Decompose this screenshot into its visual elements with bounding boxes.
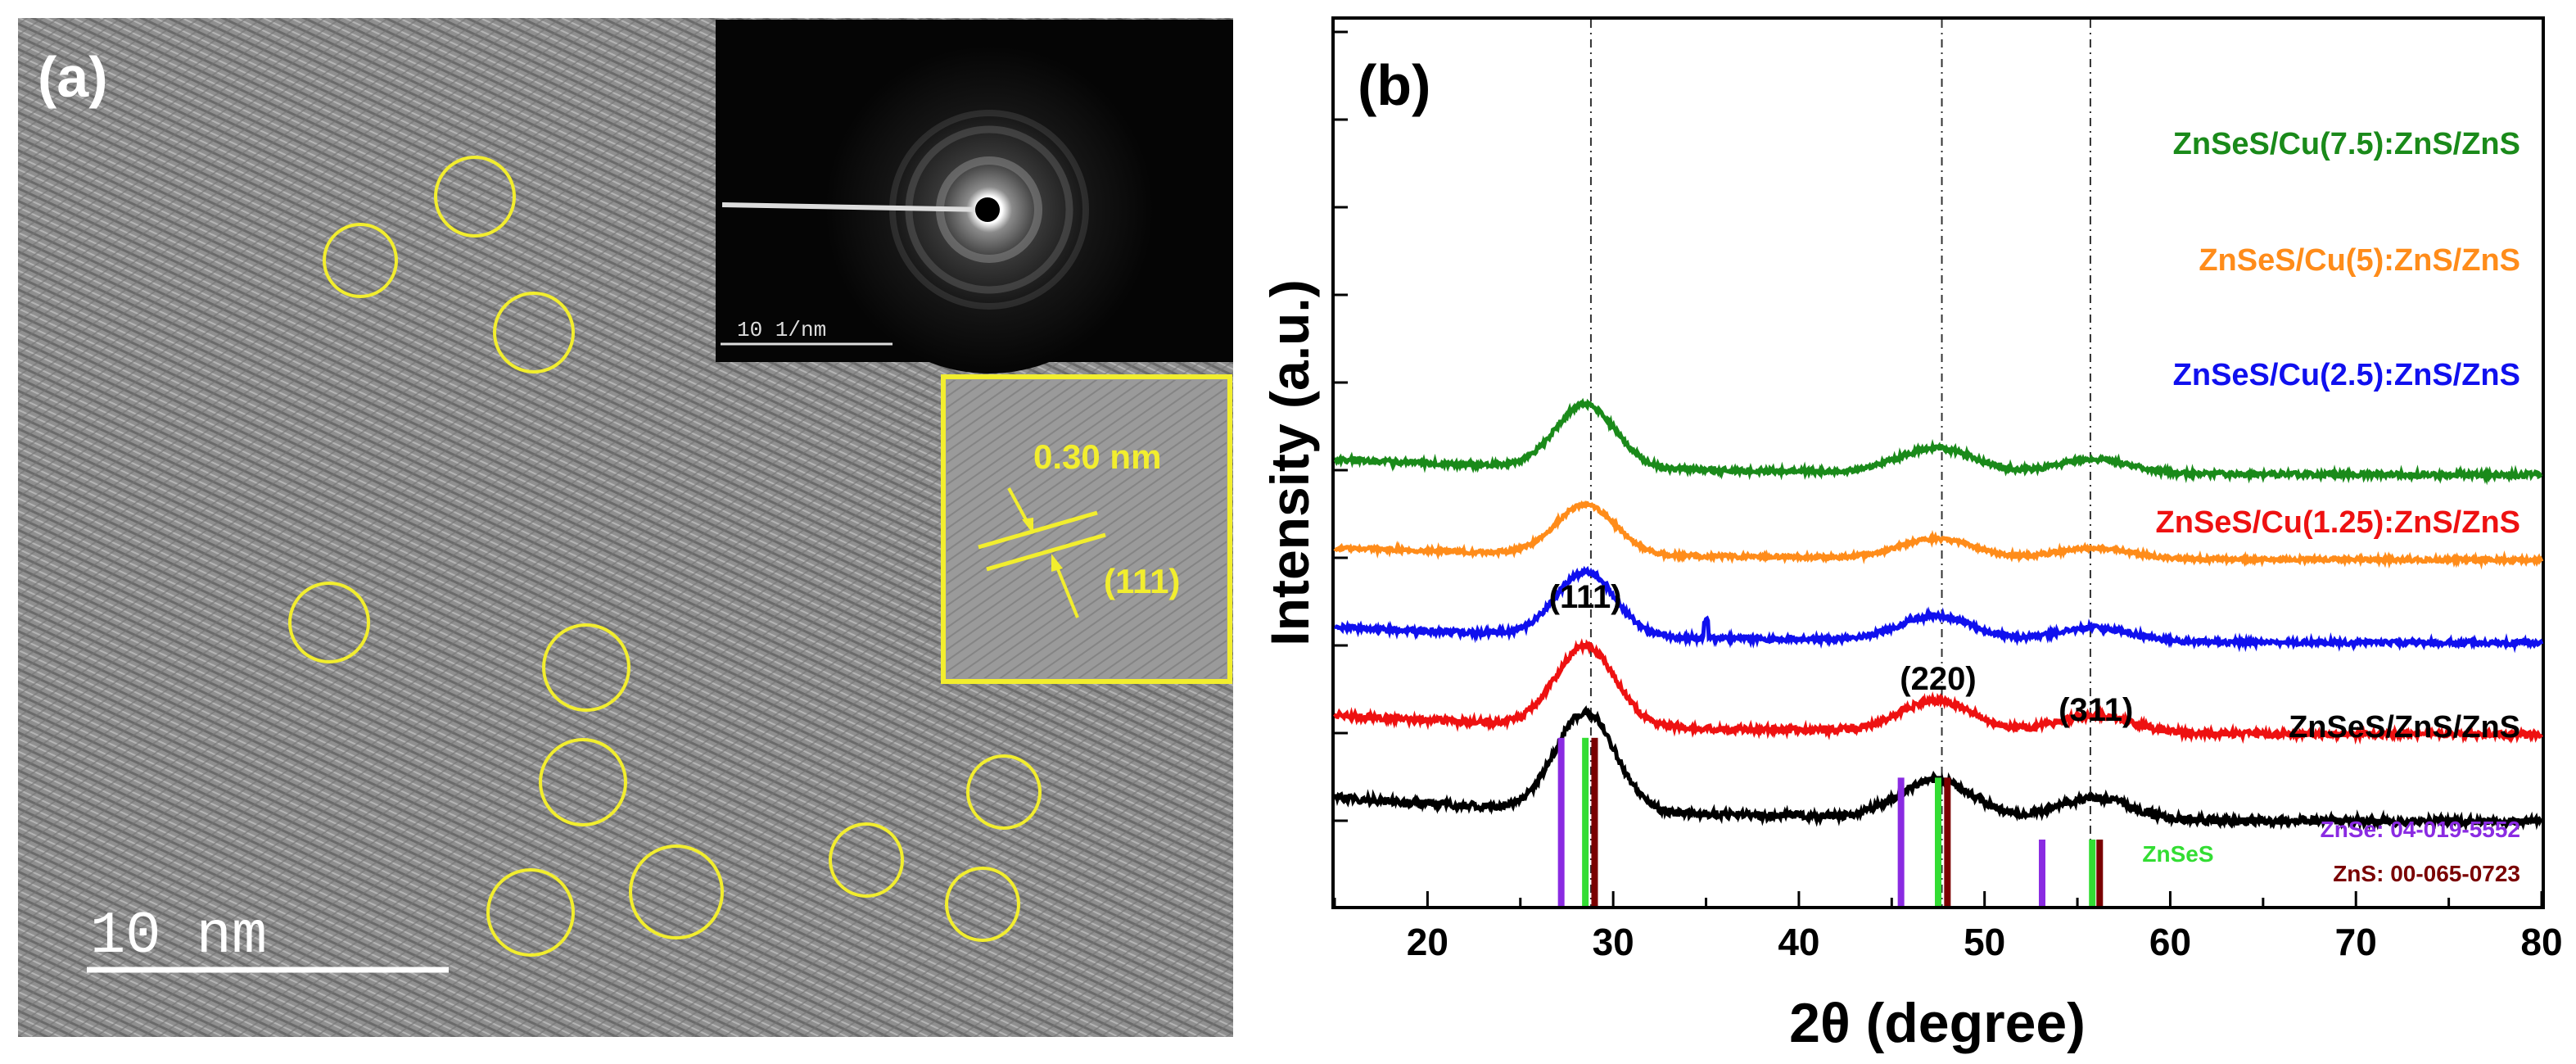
series-label: ZnSeS/Cu(1.25):ZnS/ZnS xyxy=(2156,505,2520,540)
beam-stop-dot xyxy=(975,197,1000,222)
reference-stick xyxy=(2038,840,2045,906)
nanocrystal-circle xyxy=(829,822,904,898)
nanocrystal-circle xyxy=(323,223,398,298)
peak-label: (220) xyxy=(1900,661,1976,697)
saed-scale-label: 10 1/nm xyxy=(737,318,826,342)
spacing-arrowhead-bottom xyxy=(1051,554,1063,572)
panel-b-label: (b) xyxy=(1358,53,1430,117)
lattice-plane-label: (111) xyxy=(1104,562,1180,600)
spacing-arrow-bottom xyxy=(1055,564,1079,618)
reference-stick xyxy=(1897,777,1905,906)
nanocrystal-circle xyxy=(629,844,724,939)
x-tick-label: 70 xyxy=(2335,921,2377,963)
peak-label: (311) xyxy=(2059,692,2133,728)
spacing-arrow-top xyxy=(1007,487,1030,525)
reference-patterns: ZnSe: 04-019-5552 ZnSeS ZnS: 00-065-0723 xyxy=(1557,737,2520,906)
nanocrystal-circle xyxy=(945,867,1020,942)
tem-panel: (a) 10 1/nm xyxy=(18,18,1233,1037)
xrd-panel: 20 30 40 50 60 70 80 ZnSe: 04-019-5552ZnSeSZnS… xyxy=(1259,16,2563,1054)
x-tick-label: 60 xyxy=(2149,921,2191,963)
reference-stick xyxy=(1582,737,1589,906)
nanocrystal-circle xyxy=(966,754,1042,830)
series-group xyxy=(1333,397,2544,832)
reference-label: ZnSe: 04-019-5552 xyxy=(2321,817,2520,842)
reference-stick xyxy=(1944,777,1951,906)
y-axis-label: Intensity (a.u.) xyxy=(1259,279,1320,645)
series-line xyxy=(1333,638,2544,745)
x-axis-label: 2θ (degree) xyxy=(1789,992,2086,1054)
nanocrystal-circle xyxy=(288,582,370,663)
series-labels: ZnSeS/Cu(7.5):ZnS/ZnS ZnSeS/Cu(5):ZnS/ZnS… xyxy=(2156,127,2520,745)
x-tick-label: 40 xyxy=(1778,921,1819,963)
reference-stick xyxy=(1935,777,1941,906)
hrtem-inset: 0.30 nm (111) xyxy=(941,374,1232,684)
hrtem-lattice xyxy=(947,380,1227,678)
series-label: ZnSeS/Cu(2.5):ZnS/ZnS xyxy=(2173,358,2520,392)
series-line xyxy=(1334,565,2544,654)
reference-stick xyxy=(1557,737,1565,906)
peak-labels: (111) (220) (311) xyxy=(1549,579,2134,728)
lattice-spacing-label: 0.30 nm xyxy=(1033,437,1161,476)
lattice-fringe-line-1 xyxy=(978,510,1098,550)
reference-label: ZnSeS xyxy=(2142,841,2213,867)
series-line xyxy=(1333,397,2543,486)
nanocrystal-circle xyxy=(493,292,575,374)
lattice-fringe-line-2 xyxy=(986,532,1106,572)
plot-frame xyxy=(1331,16,2545,909)
series-label: ZnSeS/Cu(5):ZnS/ZnS xyxy=(2199,243,2520,278)
panel-a-label: (a) xyxy=(38,45,108,109)
reference-stick xyxy=(1591,737,1598,906)
x-tick-label: 80 xyxy=(2520,921,2562,963)
x-tick-label: 20 xyxy=(1407,921,1448,963)
x-tick-label: 30 xyxy=(1593,921,1634,963)
saed-inset: 10 1/nm xyxy=(716,20,1233,374)
series-line xyxy=(1333,500,2544,570)
reference-stick xyxy=(2096,840,2104,906)
series-label: ZnSeS/Cu(7.5):ZnS/ZnS xyxy=(2173,127,2520,161)
beam-stopper xyxy=(721,202,988,212)
series-label: ZnSeS/ZnS/ZnS xyxy=(2289,710,2520,745)
tem-scale-label: 10 nm xyxy=(90,903,267,970)
reference-stick xyxy=(2089,840,2096,906)
reference-label: ZnS: 00-065-0723 xyxy=(2333,861,2520,886)
spacing-arrowhead-top xyxy=(1022,518,1033,534)
nanocrystal-circle xyxy=(539,738,627,826)
nanocrystal-circle xyxy=(486,868,575,957)
y-axis-ticks xyxy=(1335,30,1348,822)
nanocrystal-circle xyxy=(434,156,516,238)
nanocrystal-circle xyxy=(542,623,630,712)
peak-label: (111) xyxy=(1549,579,1622,615)
x-axis-ticks: 20 30 40 50 60 70 80 xyxy=(1333,891,2563,963)
x-tick-label: 50 xyxy=(1964,921,2005,963)
nanocrystal-markers xyxy=(288,156,1042,957)
